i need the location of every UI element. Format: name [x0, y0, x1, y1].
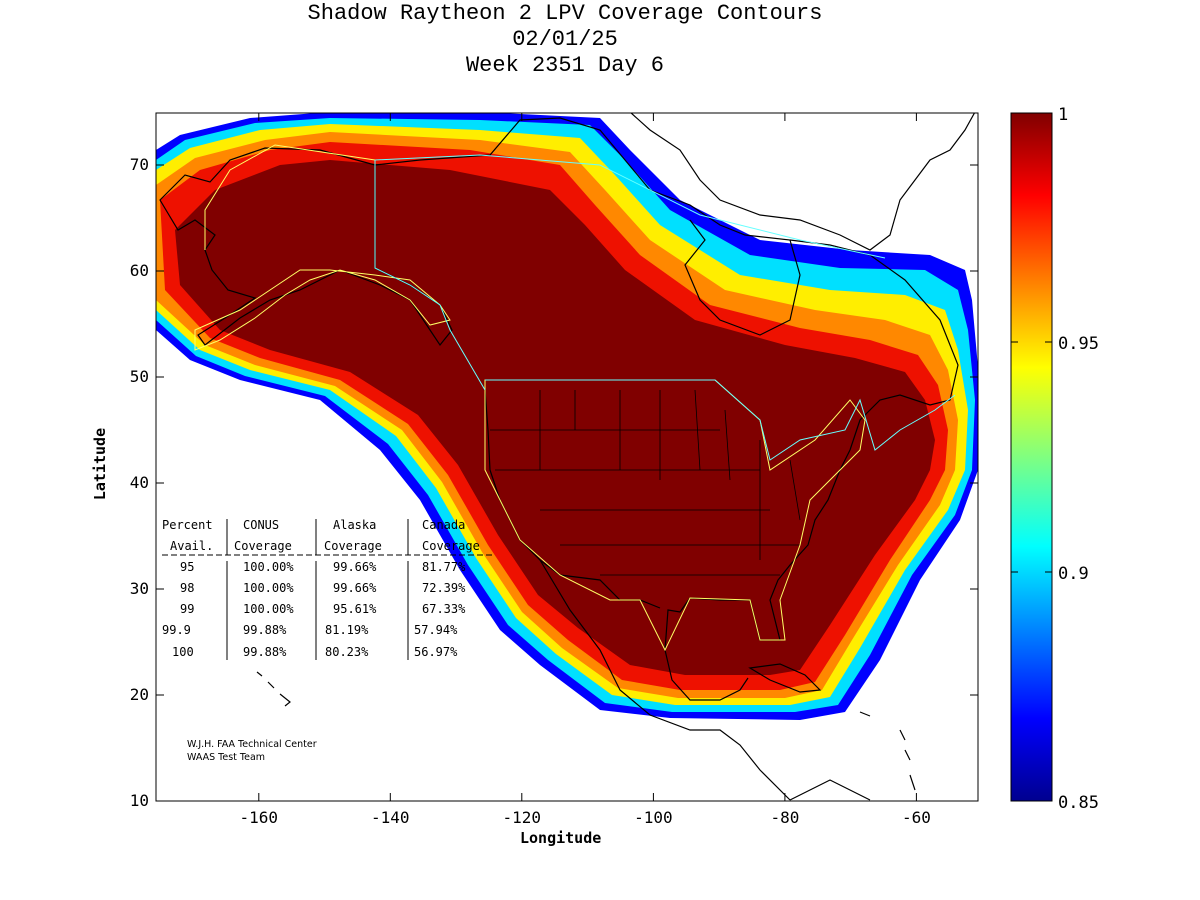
table-row-canada: 56.97% — [414, 645, 458, 659]
table-row-alaska: 95.61% — [333, 602, 377, 616]
table-header-alaska: Alaska — [333, 518, 376, 532]
table-row-conus: 99.88% — [243, 645, 287, 659]
chart-title-line1: Shadow Raytheon 2 LPV Coverage Contours — [307, 1, 823, 26]
hawaii-islands — [256, 671, 291, 707]
coastlines — [159, 113, 976, 801]
table-row-alaska: 99.66% — [333, 581, 377, 595]
region-boundaries — [194, 144, 956, 652]
y-tick-label: 50 — [130, 367, 149, 386]
x-tick-label: -120 — [503, 808, 542, 827]
contour-band-max — [175, 160, 935, 675]
table-row-canada: 81.77% — [422, 560, 466, 574]
coverage-table: Percent CONUS Alaska Canada Avail. Cover… — [162, 518, 494, 660]
table-row-canada: 57.94% — [414, 623, 458, 637]
greenland-coast — [630, 113, 976, 251]
chart-title-line2: 02/01/25 — [512, 27, 618, 52]
colorbar-tick-label: 0.9 — [1058, 564, 1089, 584]
canada-arctic-coast — [374, 117, 801, 336]
table-header-conus: CONUS — [243, 518, 279, 532]
credit-line2: WAAS Test Team — [187, 752, 265, 763]
x-tick-label: -80 — [770, 808, 799, 827]
table-row-avail: 95 — [180, 560, 194, 574]
chart-title-line3: Week 2351 Day 6 — [465, 53, 665, 78]
table-row-conus: 100.00% — [243, 581, 294, 595]
central-america-coast — [789, 779, 871, 801]
table-row-alaska: 80.23% — [325, 645, 369, 659]
table-row-conus: 99.88% — [243, 623, 287, 637]
mexico-coast — [539, 559, 791, 801]
table-row-canada: 67.33% — [422, 602, 466, 616]
alaska-boundary — [194, 144, 451, 351]
y-tick-label: 70 — [130, 155, 149, 174]
table-row-alaska: 81.19% — [325, 623, 369, 637]
colorbar-tick-label: 0.95 — [1058, 334, 1099, 354]
x-tick-label: -60 — [902, 808, 931, 827]
colorbar-tick-label: 1 — [1058, 105, 1068, 125]
table-subheader-canada: Coverage — [422, 539, 480, 553]
table-row-avail: 99.9 — [162, 623, 191, 637]
table-row-canada: 72.39% — [422, 581, 466, 595]
table-row-alaska: 99.66% — [333, 560, 377, 574]
x-axis-label: Longitude — [520, 829, 602, 847]
alaska-coast — [159, 147, 453, 347]
plot-border — [155, 112, 979, 802]
canada-boundary — [374, 154, 956, 461]
y-tick-label: 60 — [130, 261, 149, 280]
y-tick-label: 20 — [130, 685, 149, 704]
table-row-conus: 100.00% — [243, 560, 294, 574]
table-subheader-alaska: Coverage — [324, 539, 382, 553]
table-row-avail: 99 — [180, 602, 194, 616]
x-tick-label: -140 — [371, 808, 410, 827]
x-tick-label: -100 — [634, 808, 673, 827]
conus-boundary — [484, 379, 866, 652]
y-tick-label: 40 — [130, 473, 149, 492]
table-header-percent: Percent — [162, 518, 213, 532]
y-tick-label: 10 — [130, 791, 149, 810]
coverage-contours — [156, 113, 978, 801]
state-boundaries — [490, 389, 801, 576]
table-row-conus: 100.00% — [243, 602, 294, 616]
table-row-avail: 98 — [180, 581, 194, 595]
table-subheader-avail: Avail. — [170, 539, 213, 553]
x-axis-ticks — [258, 113, 917, 801]
colorbar — [1010, 112, 1053, 802]
cuba-coast — [748, 663, 822, 693]
y-tick-label: 30 — [130, 579, 149, 598]
table-row-avail: 100 — [172, 645, 194, 659]
table-header-canada: Canada — [422, 518, 465, 532]
x-tick-label: -160 — [240, 808, 279, 827]
credit-line1: W.J.H. FAA Technical Center — [187, 739, 317, 750]
y-axis-ticks — [156, 164, 978, 802]
caribbean-islands — [859, 711, 916, 791]
colorbar-ticks — [1011, 112, 1052, 802]
colorbar-tick-label: 0.85 — [1058, 793, 1099, 813]
table-subheader-conus: Coverage — [234, 539, 292, 553]
